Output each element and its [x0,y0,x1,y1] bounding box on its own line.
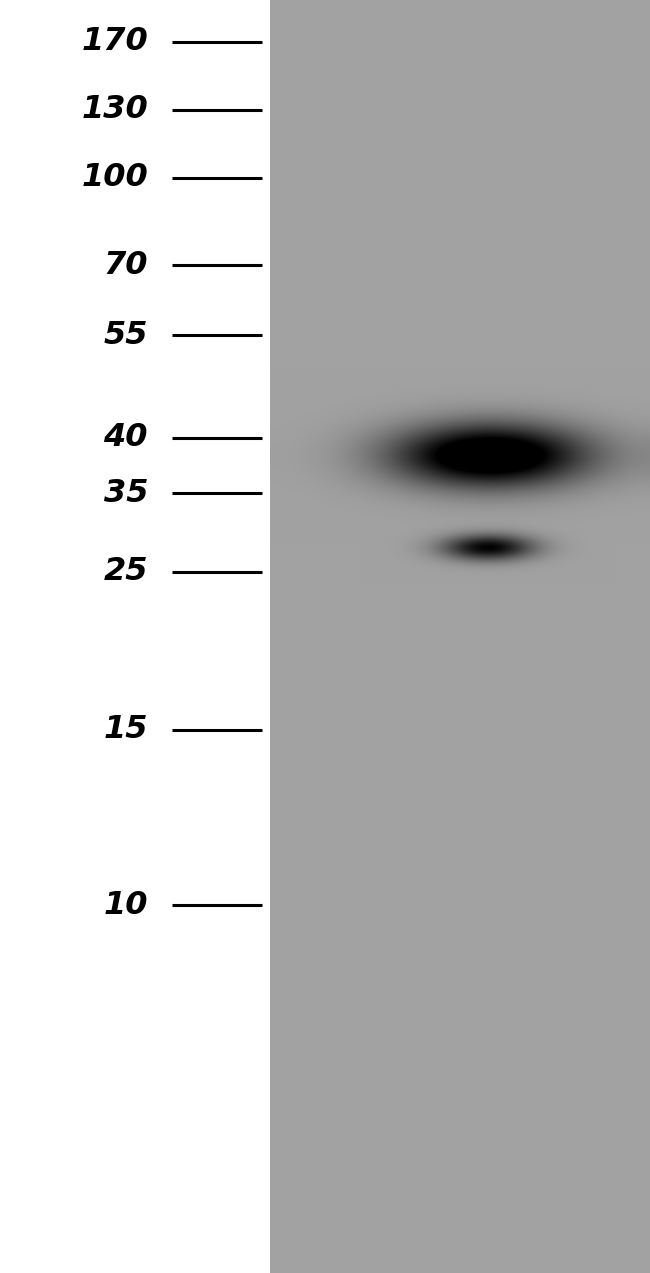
Text: 35: 35 [103,477,148,508]
Text: 70: 70 [103,250,148,280]
Text: 55: 55 [103,320,148,350]
Text: 15: 15 [103,714,148,746]
Text: 100: 100 [81,163,148,193]
Text: 170: 170 [81,27,148,57]
Text: 40: 40 [103,423,148,453]
Text: 130: 130 [81,94,148,126]
Text: 25: 25 [103,556,148,588]
Text: 10: 10 [103,890,148,920]
